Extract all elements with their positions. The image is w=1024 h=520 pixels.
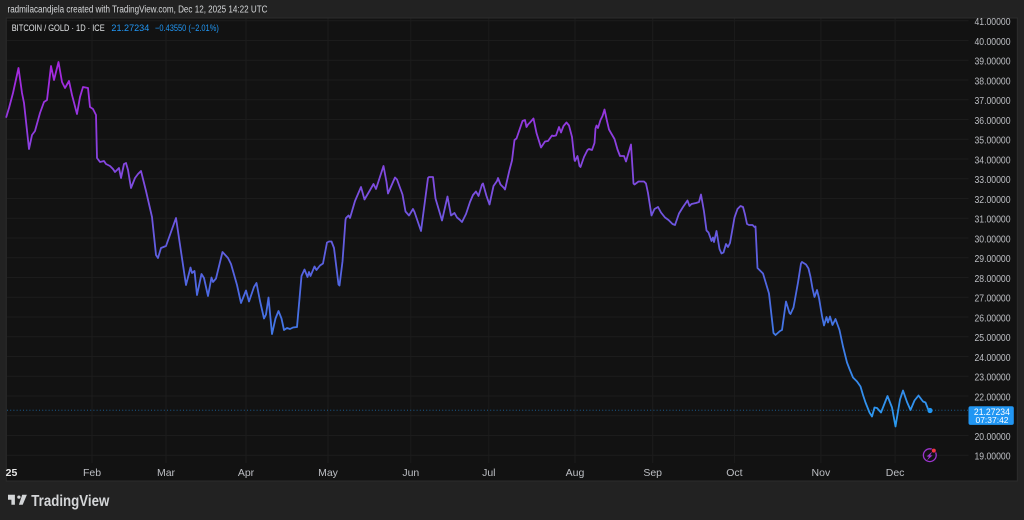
svg-text:Mar: Mar bbox=[157, 467, 176, 479]
svg-text:32.00000: 32.00000 bbox=[975, 195, 1011, 206]
svg-text:25: 25 bbox=[6, 467, 18, 479]
svg-text:28.00000: 28.00000 bbox=[975, 274, 1011, 285]
svg-text:22.00000: 22.00000 bbox=[975, 392, 1011, 403]
svg-text:21.27234: 21.27234 bbox=[974, 407, 1010, 418]
svg-text:Apr: Apr bbox=[238, 467, 255, 479]
svg-text:33.00000: 33.00000 bbox=[975, 175, 1011, 186]
svg-text:Jul: Jul bbox=[482, 467, 495, 479]
svg-text:Sep: Sep bbox=[643, 467, 662, 479]
svg-text:30.00000: 30.00000 bbox=[975, 234, 1011, 245]
svg-text:27.00000: 27.00000 bbox=[975, 294, 1011, 305]
svg-text:37.00000: 37.00000 bbox=[975, 96, 1011, 107]
svg-text:19.00000: 19.00000 bbox=[975, 452, 1011, 463]
svg-text:24.00000: 24.00000 bbox=[975, 353, 1011, 364]
svg-text:radmilacandjela created with T: radmilacandjela created with TradingView… bbox=[8, 4, 268, 15]
svg-text:36.00000: 36.00000 bbox=[975, 116, 1011, 127]
svg-text:21.27234: 21.27234 bbox=[111, 23, 149, 33]
svg-text:May: May bbox=[318, 467, 339, 479]
svg-text:07:37:42: 07:37:42 bbox=[976, 415, 1009, 425]
svg-text:Oct: Oct bbox=[726, 467, 742, 479]
svg-text:31.00000: 31.00000 bbox=[975, 215, 1011, 226]
svg-text:−0.43550 (−2.01%): −0.43550 (−2.01%) bbox=[155, 23, 219, 33]
svg-text:35.00000: 35.00000 bbox=[975, 136, 1011, 147]
svg-text:41.00000: 41.00000 bbox=[975, 17, 1011, 28]
svg-text:25.00000: 25.00000 bbox=[975, 333, 1011, 344]
svg-text:39.00000: 39.00000 bbox=[975, 57, 1011, 68]
svg-text:Jun: Jun bbox=[402, 467, 419, 479]
svg-text:Nov: Nov bbox=[812, 467, 831, 479]
svg-text:40.00000: 40.00000 bbox=[975, 37, 1011, 48]
svg-text:38.00000: 38.00000 bbox=[975, 76, 1011, 87]
svg-text:BITCOIN / GOLD · 1D · ICE: BITCOIN / GOLD · 1D · ICE bbox=[12, 23, 105, 33]
svg-text:20.00000: 20.00000 bbox=[975, 432, 1011, 443]
svg-text:26.00000: 26.00000 bbox=[975, 313, 1011, 324]
svg-text:Aug: Aug bbox=[566, 467, 585, 479]
svg-text:Feb: Feb bbox=[83, 467, 101, 479]
svg-text:Dec: Dec bbox=[886, 467, 905, 479]
svg-text:TradingView: TradingView bbox=[31, 493, 109, 510]
svg-text:23.00000: 23.00000 bbox=[975, 373, 1011, 384]
svg-text:34.00000: 34.00000 bbox=[975, 155, 1011, 166]
svg-text:29.00000: 29.00000 bbox=[975, 254, 1011, 265]
